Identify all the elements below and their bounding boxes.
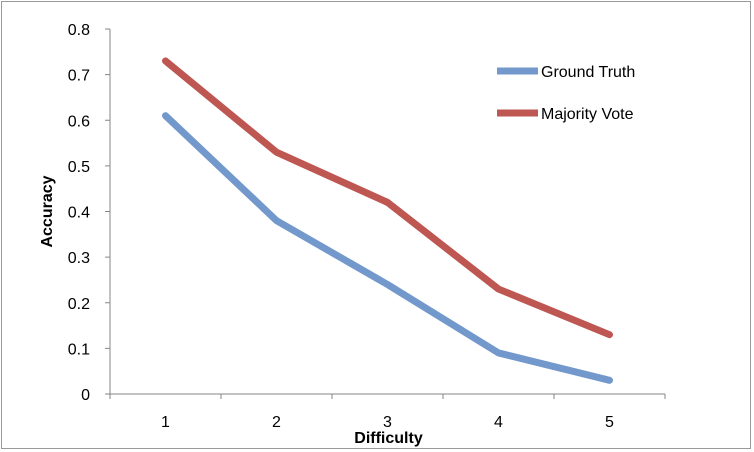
y-tick-label: 0 [81,387,90,404]
x-tick-label: 2 [272,414,281,431]
y-axis-ticks: 0 0.1 0.2 0.3 0.4 0.5 0.6 0.7 0.8 [68,22,110,404]
series-line-majority-vote [162,57,613,339]
legend: Ground Truth Majority Vote [497,64,635,123]
y-tick-label: 0.4 [68,205,90,222]
series-line-ground-truth [162,112,613,384]
series-lines [162,57,613,384]
y-tick-label: 0.3 [68,250,90,267]
x-axis-title: Difficulty [354,430,423,447]
x-tick-label: 5 [605,414,614,431]
x-axis-ticks: 1 2 3 4 5 [109,394,666,431]
x-tick-label: 1 [161,414,170,431]
x-tick-label: 4 [494,414,503,431]
y-tick-label: 0.2 [68,296,90,313]
y-tick-label: 0.5 [68,159,90,176]
y-tick-label: 0.8 [68,22,90,39]
legend-label: Ground Truth [541,64,635,81]
legend-label: Majority Vote [541,106,634,123]
x-tick-label: 3 [383,414,392,431]
y-tick-label: 0.1 [68,341,90,358]
y-axis-title: Accuracy [39,175,56,247]
y-tick-label: 0.7 [68,68,90,85]
y-tick-label: 0.6 [68,113,90,130]
